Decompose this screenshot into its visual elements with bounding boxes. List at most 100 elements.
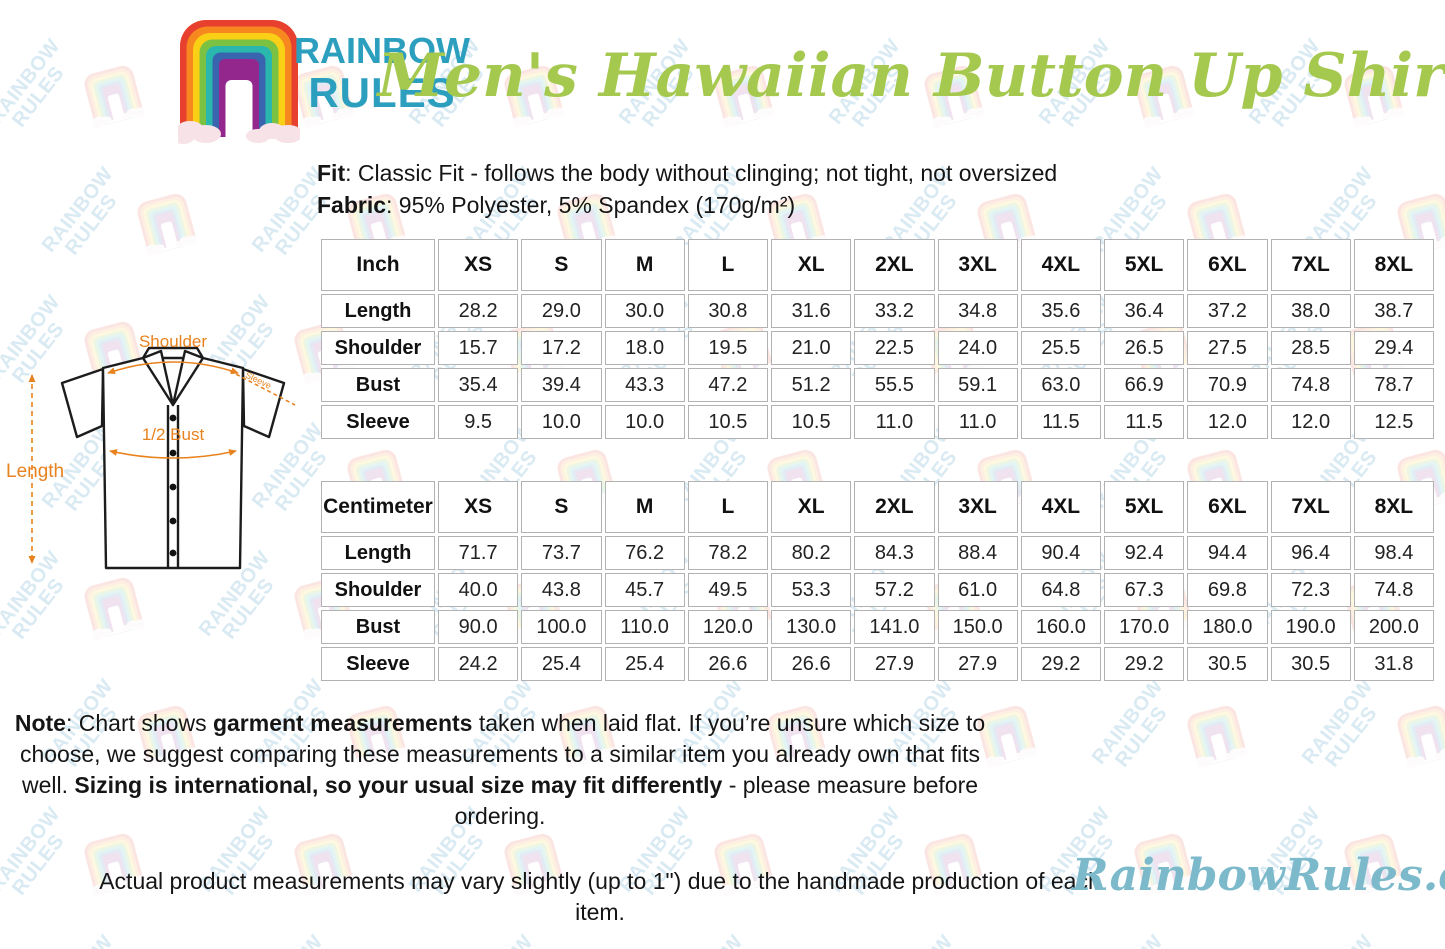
measurement-value: 51.2: [771, 368, 852, 402]
rainbow-arch-svg: [171, 20, 303, 165]
measurement-value: 18.0: [604, 331, 685, 365]
measurement-value: 190.0: [1270, 610, 1351, 644]
disclaimer-paragraph: Actual product measurements may vary sli…: [99, 868, 1101, 925]
measurement-value: 76.2: [604, 536, 685, 570]
measurement-value: 38.0: [1270, 294, 1351, 328]
measurement-value: 66.9: [1104, 368, 1185, 402]
size-column-header: 2XL: [854, 481, 935, 533]
half-bust-label: 1/2 Bust: [142, 425, 205, 444]
shirt-right-sleeve: [241, 367, 286, 439]
measurement-value: 29.0: [521, 294, 602, 328]
measurement-value: 11.5: [1104, 405, 1185, 439]
measurement-value: 10.0: [604, 405, 685, 439]
size-column-header: S: [521, 239, 602, 291]
length-label: Length: [6, 461, 64, 482]
size-column-header: 7XL: [1270, 481, 1351, 533]
measurement-value: 90.4: [1020, 536, 1101, 570]
button-dot: [169, 414, 177, 422]
size-column-header: 7XL: [1270, 239, 1351, 291]
measurement-row: Length 28.2 29.0 30.0 30.8 31.6 33.2 34.8 35.6 36…: [321, 294, 1434, 328]
measurement-row: Length 71.7 73.7 76.2 78.2 80.2 84.3 88.4 90.4 92…: [321, 536, 1434, 570]
measurement-value: 180.0: [1187, 610, 1268, 644]
measurement-value: 30.5: [1270, 647, 1351, 681]
measurement-row-label: Length: [321, 294, 435, 328]
logo-text-line2: RULES: [308, 69, 456, 116]
website-signature: RainbowRules.com: [1072, 850, 1445, 901]
measurement-row-label: Bust: [321, 368, 435, 402]
button-dot: [169, 549, 177, 557]
measurement-value: 25.4: [521, 647, 602, 681]
inch-size-table: Inch XS S M L XL 2XL 3XL 4XL 5XL 6XL 7XL 8XL Length 28…: [318, 236, 1437, 442]
measurement-value: 30.5: [1187, 647, 1268, 681]
measurement-value: 74.8: [1353, 573, 1434, 607]
measurement-value: 34.8: [937, 294, 1018, 328]
measurement-value: 39.4: [521, 368, 602, 402]
measurement-value: 80.2: [771, 536, 852, 570]
measurement-value: 78.7: [1353, 368, 1434, 402]
measurement-value: 25.5: [1020, 331, 1101, 365]
measurement-value: 49.5: [687, 573, 768, 607]
shoulder-arrow: [107, 361, 239, 375]
rainbow-logo-icon: [171, 18, 303, 165]
measurement-value: 96.4: [1270, 536, 1351, 570]
measurement-value: 120.0: [687, 610, 768, 644]
unit-header: Centimeter: [321, 481, 435, 533]
size-column-header: M: [604, 239, 685, 291]
measurement-value: 26.5: [1104, 331, 1185, 365]
size-column-header: XL: [771, 481, 852, 533]
measurement-value: 11.5: [1020, 405, 1101, 439]
measurement-value: 98.4: [1353, 536, 1434, 570]
measurement-value: 37.2: [1187, 294, 1268, 328]
fit-info-line: Fit: Classic Fit - follows the body with…: [317, 160, 1058, 186]
shirt-outline: [60, 346, 286, 570]
size-column-header: XS: [438, 481, 519, 533]
button-dot: [169, 517, 177, 525]
size-column-header: L: [687, 481, 768, 533]
measurement-value: 28.2: [438, 294, 519, 328]
measurement-value: 72.3: [1270, 573, 1351, 607]
size-column-header: S: [521, 481, 602, 533]
size-column-header: 5XL: [1104, 239, 1185, 291]
measurement-row: Bust 35.4 39.4 43.3 47.2 51.2 55.5 59.1 63.0 66.9…: [321, 368, 1434, 402]
measurement-value: 40.0: [438, 573, 519, 607]
measurement-value: 27.5: [1187, 331, 1268, 365]
measurement-value: 21.0: [771, 331, 852, 365]
measurement-value: 130.0: [771, 610, 852, 644]
size-column-header: 4XL: [1020, 481, 1101, 533]
measurement-value: 71.7: [438, 536, 519, 570]
sleeve-guide-line: [229, 370, 296, 406]
shirt-left-sleeve: [60, 367, 105, 439]
measurement-value: 47.2: [687, 368, 768, 402]
measurement-value: 36.4: [1104, 294, 1185, 328]
button-dot: [169, 483, 177, 491]
measurement-value: 12.5: [1353, 405, 1434, 439]
measurement-value: 28.5: [1270, 331, 1351, 365]
size-column-header: 8XL: [1353, 239, 1434, 291]
measurement-value: 170.0: [1104, 610, 1185, 644]
size-column-header: XL: [771, 239, 852, 291]
size-header-row: Inch XS S M L XL 2XL 3XL 4XL 5XL 6XL 7XL 8XL: [321, 239, 1434, 291]
size-column-header: 8XL: [1353, 481, 1434, 533]
measurement-value: 53.3: [771, 573, 852, 607]
measurement-value: 141.0: [854, 610, 935, 644]
measurement-value: 10.0: [521, 405, 602, 439]
measurement-value: 63.0: [1020, 368, 1101, 402]
size-column-header: 5XL: [1104, 481, 1185, 533]
measurement-value: 22.5: [854, 331, 935, 365]
measurement-value: 12.0: [1270, 405, 1351, 439]
measurement-value: 26.6: [687, 647, 768, 681]
measurement-value: 12.0: [1187, 405, 1268, 439]
measurement-value: 27.9: [854, 647, 935, 681]
measurement-value: 100.0: [521, 610, 602, 644]
size-column-header: 2XL: [854, 239, 935, 291]
measurement-value: 43.8: [521, 573, 602, 607]
shoulder-label: Shoulder: [139, 333, 207, 351]
measurement-value: 59.1: [937, 368, 1018, 402]
measurement-value: 29.2: [1020, 647, 1101, 681]
measurement-value: 94.4: [1187, 536, 1268, 570]
note-paragraph: Note: Chart shows garment measurements t…: [14, 710, 986, 829]
measurement-row: Bust 90.0 100.0 110.0 120.0 130.0 141.0 150.0 16…: [321, 610, 1434, 644]
rainbow-rules-logo: RAINBOW RULES: [294, 33, 470, 114]
